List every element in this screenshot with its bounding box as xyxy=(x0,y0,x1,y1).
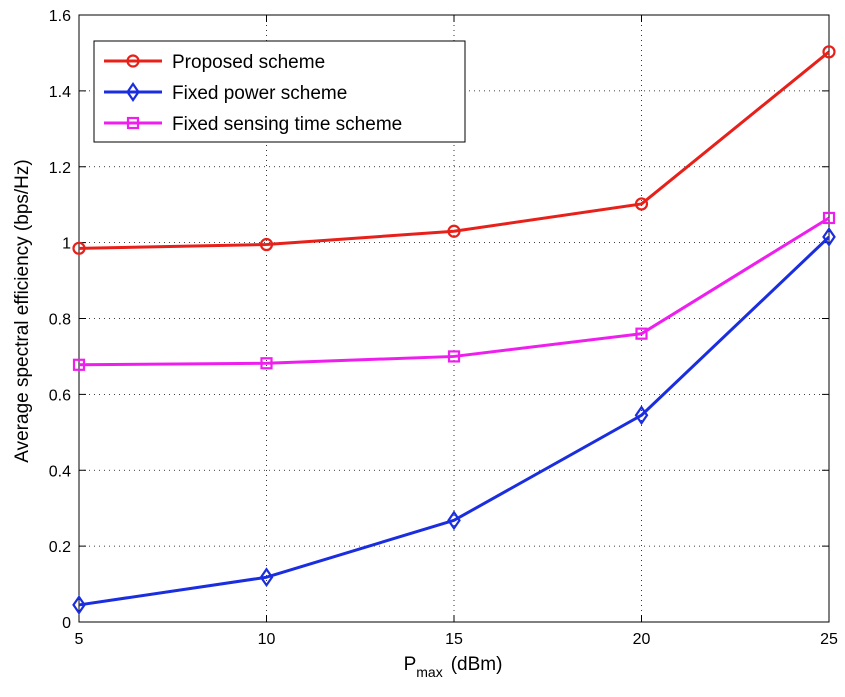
data-point-diamond xyxy=(126,82,140,102)
data-point-circle xyxy=(447,224,461,238)
data-point-circle xyxy=(634,197,649,211)
data-point-square xyxy=(260,357,273,370)
data-point-square xyxy=(635,327,648,340)
data-point-diamond xyxy=(634,405,649,426)
data-point-circle xyxy=(126,54,140,68)
x-tick-label: 25 xyxy=(820,631,838,648)
legend-item: Proposed scheme xyxy=(104,52,325,73)
data-point-circle xyxy=(822,45,836,59)
data-point-square xyxy=(447,350,461,363)
y-axis-label: Average spectral efficiency (bps/Hz) xyxy=(12,159,33,462)
ticks: 5 10 15 20 25 0 0.2 0.4 0.6 0.8 1 1.2 1.4 1.6 xyxy=(49,8,838,648)
x-tick-label: 15 xyxy=(445,631,463,648)
y-tick-label: 0.2 xyxy=(49,539,71,556)
data-point-square xyxy=(126,116,140,130)
y-tick-label: 1.4 xyxy=(49,84,71,101)
legend-label: Fixed sensing time scheme xyxy=(172,114,402,135)
legend-item: Fixed sensing time scheme xyxy=(104,114,402,135)
x-axis-label: Pmax (dBm) xyxy=(404,654,503,680)
y-tick-label: 0 xyxy=(62,615,71,632)
legend-item: Fixed power scheme xyxy=(104,82,347,104)
series-fixed-sensing-time-scheme xyxy=(72,211,836,371)
series-fixed-power-scheme xyxy=(72,226,836,615)
y-tick-label: 0.8 xyxy=(49,312,71,329)
legend: Proposed scheme Fixed power scheme Fixed s… xyxy=(93,40,466,143)
data-point-diamond xyxy=(259,567,274,588)
x-tick-label: 20 xyxy=(633,631,651,648)
series-line xyxy=(78,235,831,607)
data-point-square xyxy=(822,211,836,225)
x-tick-label: 5 xyxy=(75,631,84,648)
series-line xyxy=(78,216,830,367)
data-point-diamond xyxy=(72,594,86,615)
data-point-square xyxy=(72,358,86,371)
x-axis-label-subscript: max xyxy=(416,664,442,680)
series-line xyxy=(78,50,830,250)
legend-label: Fixed power scheme xyxy=(172,83,347,104)
x-tick-label: 10 xyxy=(258,631,276,648)
y-tick-label: 0.6 xyxy=(49,387,71,404)
y-tick-label: 1.6 xyxy=(49,8,71,25)
y-tick-label: 1 xyxy=(62,236,71,253)
data-point-diamond xyxy=(447,510,461,531)
legend-label: Proposed scheme xyxy=(172,52,325,73)
y-tick-label: 0.4 xyxy=(49,463,71,480)
y-tick-label: 1.2 xyxy=(49,160,71,177)
series-proposed-scheme xyxy=(72,45,836,255)
x-axis-label-unit: (dBm) xyxy=(451,654,503,675)
series-layer xyxy=(72,45,836,615)
data-point-circle xyxy=(259,237,274,252)
data-point-diamond xyxy=(822,226,836,247)
data-point-circle xyxy=(72,241,86,255)
x-axis-label-main: P xyxy=(404,654,417,675)
